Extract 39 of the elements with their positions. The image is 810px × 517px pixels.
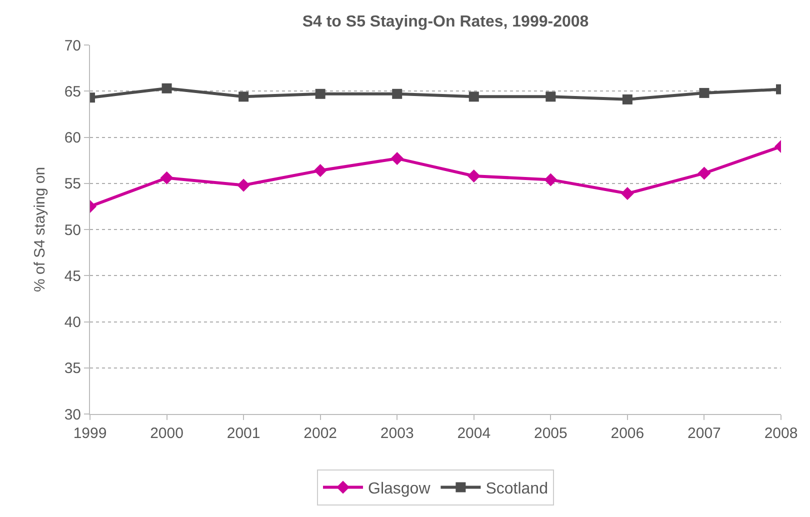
point [238, 92, 249, 102]
legend-label: Glasgow [368, 480, 431, 498]
y-tick-label: 35 [64, 360, 81, 378]
point [544, 173, 558, 186]
point [162, 83, 172, 94]
x-tick-label: 2004 [457, 425, 491, 442]
point [622, 94, 632, 104]
x-tick-label: 2003 [380, 425, 414, 442]
y-tick-label: 50 [64, 222, 81, 239]
legend-label: Scotland [486, 480, 548, 498]
y-tick-label: 65 [64, 83, 81, 100]
point [390, 152, 404, 165]
point [314, 164, 327, 177]
chart-title: S4 to S5 Staying-On Rates, 1999-2008 [302, 14, 589, 31]
y-tick-label: 45 [64, 268, 81, 285]
y-tick-label: 55 [64, 176, 81, 193]
y-tick-label: 30 [64, 406, 81, 424]
point [699, 88, 710, 98]
point [467, 170, 480, 182]
point [315, 88, 326, 99]
x-tick-label: 2002 [304, 425, 338, 442]
point [160, 171, 174, 184]
point [698, 166, 711, 180]
x-tick-label: 2005 [534, 425, 568, 442]
y-axis-title: % of S4 staying on [32, 166, 49, 292]
point [392, 88, 402, 99]
x-tick-label: 2000 [150, 425, 184, 442]
point [620, 187, 634, 200]
x-tick-label: 2007 [688, 425, 721, 442]
point [237, 178, 250, 192]
x-tick-label: 1999 [73, 425, 107, 442]
x-tick-label: 2006 [610, 425, 644, 442]
y-tick-label: 60 [64, 130, 81, 146]
y-tick-label: 40 [64, 314, 81, 331]
y-tick-label: 70 [64, 37, 81, 54]
point [546, 92, 556, 102]
x-tick-label: 2008 [764, 425, 798, 442]
point [468, 92, 479, 102]
x-tick-label: 2001 [226, 425, 260, 442]
